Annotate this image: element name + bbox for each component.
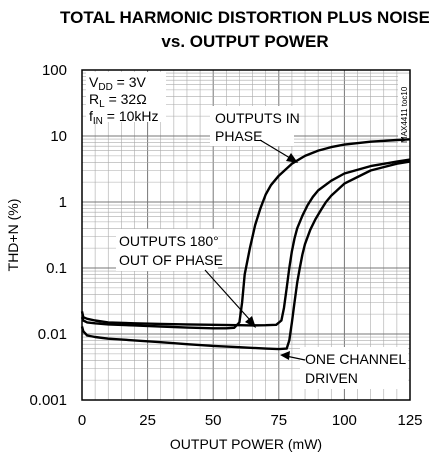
x-tick-label: 50 <box>205 412 222 429</box>
x-tick-label: 25 <box>139 412 156 429</box>
condition-vdd: VDD = 3V <box>89 74 147 93</box>
y-tick-label: 100 <box>42 62 67 79</box>
y-tick-label: 0.01 <box>38 326 67 343</box>
figure-code-bg <box>398 74 410 144</box>
plot-frame <box>81 69 411 401</box>
y-tick-labels: 0.001 0.01 0.1 1 10 100 <box>29 62 67 409</box>
annotation-one-channel-line2: DRIVEN <box>305 370 358 386</box>
annotation-180-bg <box>116 229 218 271</box>
leader-in-phase <box>259 139 291 159</box>
annotation-180-line1: OUTPUTS 180° <box>119 233 219 249</box>
arrowhead-180 <box>245 316 256 328</box>
annotation-in-phase-line2: PHASE <box>215 128 262 144</box>
y-tick-label: 1 <box>59 194 67 211</box>
annotation-one-channel-line1: ONE CHANNEL <box>305 351 406 367</box>
series-group <box>80 138 411 351</box>
series-line-3 <box>80 160 411 351</box>
annotation-180-line2: OUT OF PHASE <box>119 252 223 268</box>
x-tick-labels: 0 25 50 75 100 125 <box>78 412 423 429</box>
chart-title: TOTAL HARMONIC DISTORTION PLUS NOISE <box>60 8 429 27</box>
x-tick-label: 0 <box>78 412 86 429</box>
annotation-in-phase-bg <box>210 106 294 146</box>
x-axis-label: OUTPUT POWER (mW) <box>170 436 322 452</box>
y-axis-label: THD+N (%) <box>5 199 21 272</box>
figure-code: MAX4411 toc10 <box>400 86 409 143</box>
x-tick-label: 75 <box>270 412 287 429</box>
y-tick-label: 0.1 <box>46 260 67 277</box>
annotation-arrowheads <box>245 153 298 360</box>
condition-fin: fIN = 10kHz <box>89 108 159 127</box>
x-tick-label: 100 <box>332 412 357 429</box>
series-line-1 <box>80 138 411 330</box>
y-tick-label: 10 <box>50 128 67 145</box>
leader-180 <box>204 269 251 321</box>
series-line-2 <box>80 158 411 327</box>
arrowhead-one-channel <box>280 351 290 360</box>
condition-rl: RL = 32Ω <box>89 91 147 110</box>
annotation-one-channel-bg <box>300 347 408 389</box>
chart-subtitle: vs. OUTPUT POWER <box>161 32 328 51</box>
annotation-in-phase-line1: OUTPUTS IN <box>215 110 300 126</box>
conditions-box <box>86 72 166 122</box>
arrowhead-in-phase <box>286 153 298 163</box>
y-tick-label: 0.001 <box>29 392 67 409</box>
x-tick-label: 125 <box>397 412 422 429</box>
